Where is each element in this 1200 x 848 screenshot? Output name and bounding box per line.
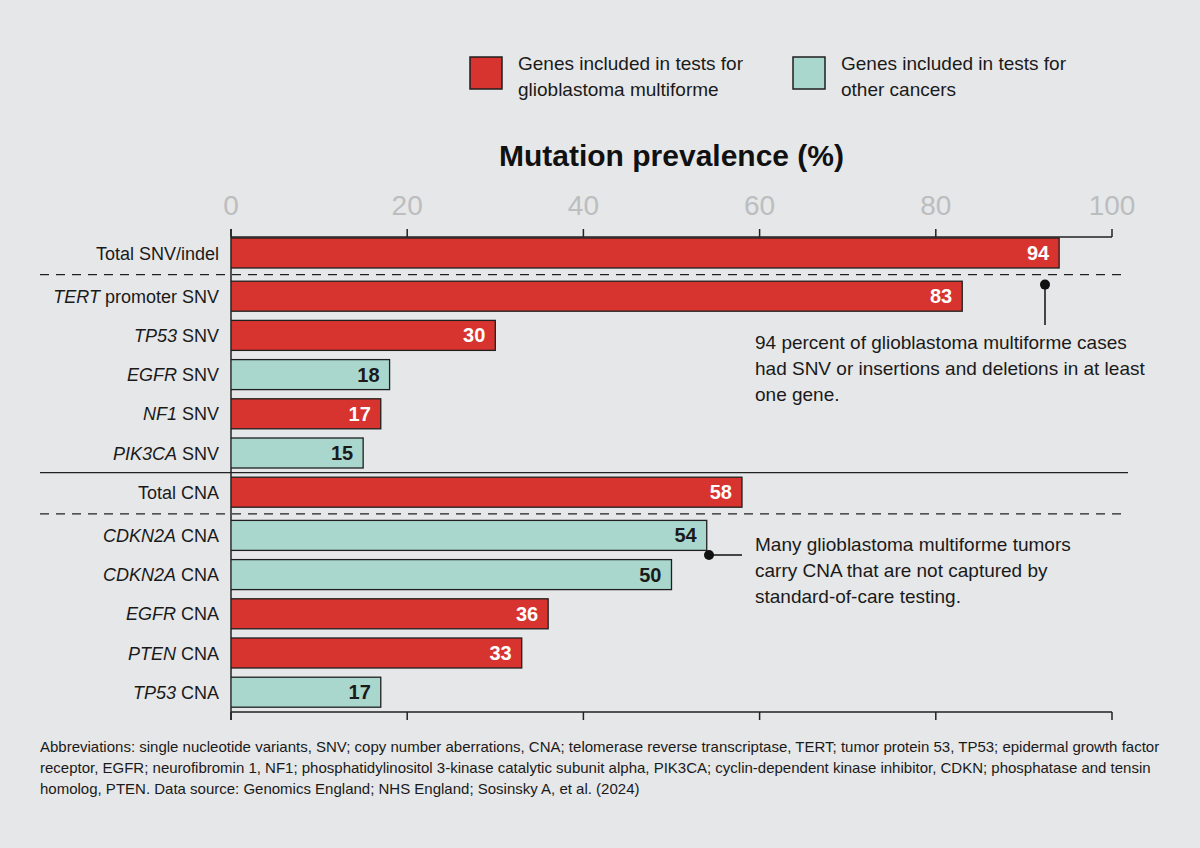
data-label: 18 [357,364,379,386]
category-label: CDKN2A CNA [103,565,219,585]
separator-dashed [40,513,1128,514]
tick-bottom [406,712,408,720]
category-label: NF1 SNV [143,404,219,424]
label-rest: CNA [176,683,219,703]
bar [231,320,495,350]
tick-top [406,229,408,237]
gene-name: TERT [53,287,102,307]
category-label: Total CNA [138,483,219,503]
bar [231,438,363,468]
gene-name: TP53 [133,683,176,703]
title: Mutation prevalence (%) [499,139,844,172]
caption: Abbreviations: single nucleotide variant… [40,736,1168,799]
legend-swatch [470,57,502,89]
tick-label: 20 [392,190,423,221]
tick-bottom [230,712,232,720]
tick-top [1111,229,1113,237]
label-rest: CNA [176,644,219,664]
axis-bottom [231,711,1112,713]
data-label: 30 [463,324,485,346]
bar [231,520,707,550]
gene-name: CDKN2A [103,565,176,585]
category-label: CDKN2A CNA [103,526,219,546]
tick-bottom [935,712,937,720]
gene-name: NF1 [143,404,177,424]
label-rest: promoter SNV [100,287,219,307]
data-label: 15 [331,442,353,464]
tick-label: 40 [568,190,599,221]
gene-name: TP53 [134,326,177,346]
legend-swatch [793,57,825,89]
tick-top [759,229,761,237]
bar [231,477,742,507]
bar [231,638,522,668]
label-rest: SNV [177,404,219,424]
annotation-leader [709,554,742,556]
legend-label: Genes included in tests for other cancer… [841,51,1106,103]
annotation: 94 percent of glioblastoma multiforme ca… [755,330,1150,408]
data-label: 36 [516,603,538,625]
bar [231,399,381,429]
data-label: 83 [930,285,952,307]
category-label: TERT promoter SNV [53,287,219,307]
tick-bottom [583,712,585,720]
gene-name: EGFR [127,365,177,385]
bar [231,281,962,311]
annotation: Many glioblastoma multiforme tumors carr… [755,532,1100,610]
category-label: EGFR CNA [126,604,219,624]
legend-label: Genes included in tests for glioblastoma… [518,51,773,103]
label-rest: SNV [177,444,219,464]
data-label: 54 [674,524,697,546]
tick-label: 100 [1089,190,1136,221]
data-label: 33 [489,642,511,664]
category-label: PTEN CNA [128,644,219,664]
data-label: 50 [639,564,661,586]
tick-top [230,229,232,237]
gene-name: CDKN2A [103,526,176,546]
label-rest: SNV [177,326,219,346]
bar [231,599,548,629]
label-rest: CNA [176,526,219,546]
tick-bottom [759,712,761,720]
data-label: 17 [349,681,371,703]
data-label: 58 [710,481,732,503]
bar [231,238,1059,268]
data-label: 17 [349,403,371,425]
tick-bottom [1111,712,1113,720]
bar [231,677,381,707]
tick-label: 80 [920,190,951,221]
category-label: PIK3CA SNV [113,444,219,464]
chart: Mutation prevalence (%) 0 20 40 60 80 100 Total… [0,0,1200,848]
separator-solid [40,472,1128,473]
category-label: TP53 SNV [134,326,219,346]
label-rest: CNA [176,604,219,624]
bar [231,560,672,590]
gene-name: PTEN [128,644,177,664]
category-label: EGFR SNV [127,365,219,385]
category-label: TP53 CNA [133,683,219,703]
tick-label: 60 [744,190,775,221]
bars [231,238,1059,707]
separator-dashed [40,274,1128,275]
annotation-leader [1044,285,1046,325]
category-label: Total SNV/indel [96,244,219,264]
tick-label: 0 [223,190,239,221]
label-rest: CNA [176,565,219,585]
data-label: 94 [1027,242,1050,264]
data-labels: 94 83 30 17 58 3633 18 15 54 50 17 [331,242,1050,703]
label-rest: SNV [177,365,219,385]
bar [231,360,390,390]
gene-name: PIK3CA [113,444,177,464]
tick-top [583,229,585,237]
gene-name: EGFR [126,604,176,624]
tick-top [935,229,937,237]
